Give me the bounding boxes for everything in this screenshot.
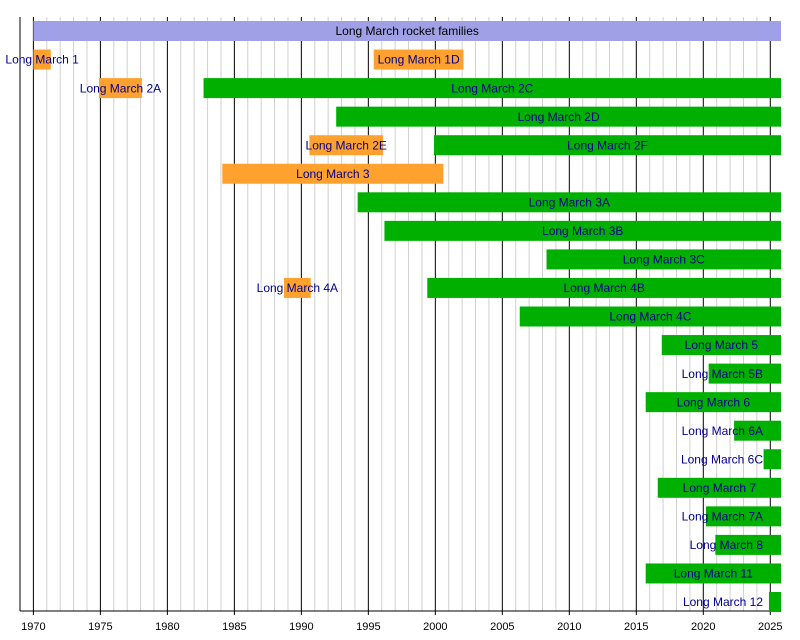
title-bar: [33, 21, 781, 41]
bar: [645, 563, 781, 584]
bar-label: Long March 7A: [682, 510, 763, 524]
bar: [99, 78, 142, 99]
bar-label: Long March 3C: [623, 253, 705, 267]
x-tick-label: 2020: [691, 621, 715, 633]
bar: [768, 592, 781, 612]
bar-label: Long March 8: [690, 538, 764, 552]
x-tick-label: 1975: [88, 621, 112, 633]
bar: [734, 420, 781, 441]
bar: [33, 49, 51, 70]
bar-label: Long March 11: [674, 567, 753, 581]
x-tick-label: 2005: [490, 621, 514, 633]
bar-label: Long March 4A: [257, 281, 338, 295]
bar-label: Long March 3B: [542, 224, 623, 238]
bar-label: Long March 2A: [80, 81, 161, 95]
bar: [309, 135, 384, 156]
bar: [373, 49, 464, 70]
bar: [427, 277, 781, 298]
bar: [661, 335, 781, 356]
bar: [546, 249, 781, 270]
bar-label: Long March 3A: [529, 195, 610, 209]
bar: [715, 534, 781, 555]
x-tick-label: 2025: [758, 621, 782, 633]
bar: [384, 220, 781, 241]
bar: [336, 106, 781, 127]
x-tick-label: 1980: [155, 621, 179, 633]
bar: [763, 449, 781, 470]
bar: [222, 163, 444, 184]
bar-label: Long March 1D: [378, 53, 460, 67]
bar-label: Long March 6: [677, 395, 751, 409]
bar: [708, 363, 781, 384]
x-tick-label: 1970: [21, 621, 45, 633]
bar: [433, 135, 781, 156]
bar: [357, 192, 781, 213]
bar: [519, 306, 781, 327]
bar-label: Long March 4C: [609, 310, 691, 324]
x-tick-label: 1995: [356, 621, 380, 633]
bar: [657, 477, 781, 498]
bar-label: Long March 6A: [682, 424, 763, 438]
x-tick-label: 2000: [423, 621, 447, 633]
bar-label: Long March 7: [683, 481, 757, 495]
bar-label: Long March 2D: [518, 110, 600, 124]
bar: [705, 506, 781, 527]
bar-label: Long March 3: [296, 167, 370, 181]
bar-label: Long March 6C: [681, 452, 763, 466]
x-tick-label: 2010: [557, 621, 581, 633]
bar-label: Long March rocket families: [336, 24, 479, 38]
bar-label: Long March 2C: [451, 81, 533, 95]
bar-label: Long March 2F: [567, 138, 648, 152]
bar-label: Long March 4B: [563, 281, 644, 295]
bar-label: Long March 2E: [306, 138, 387, 152]
bar: [645, 392, 781, 413]
bar-label: Long March 1: [5, 53, 79, 67]
bar-label: Long March 12: [683, 595, 763, 609]
bar-label: Long March 5B: [682, 367, 763, 381]
x-tick-label: 1990: [289, 621, 313, 633]
x-tick-label: 2015: [624, 621, 648, 633]
bar: [203, 78, 782, 99]
bar: [283, 277, 311, 298]
bar-label: Long March 5: [685, 338, 759, 352]
x-tick-label: 1985: [222, 621, 246, 633]
